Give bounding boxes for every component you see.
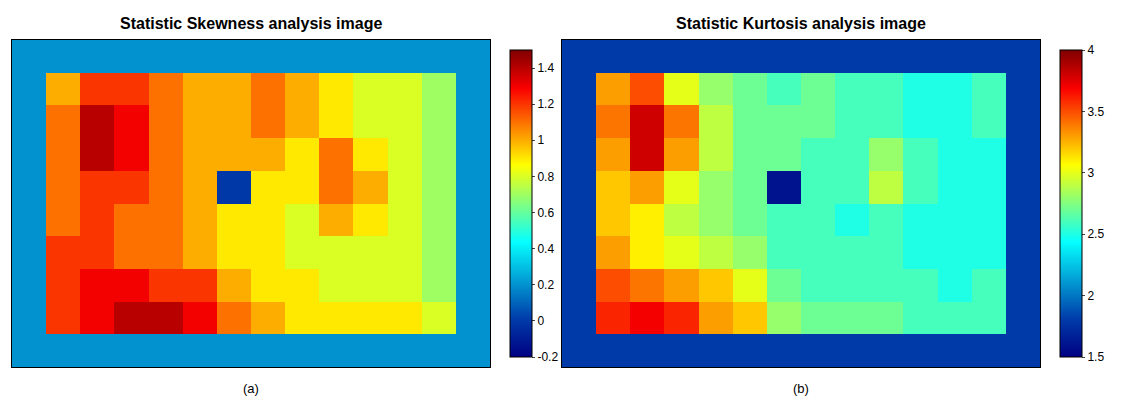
svg-text:(b): (b) (793, 381, 809, 396)
svg-text:1: 1 (537, 133, 544, 147)
svg-text:1.4: 1.4 (537, 61, 554, 75)
svg-text:0: 0 (537, 314, 544, 328)
svg-text:-0.2: -0.2 (537, 350, 558, 364)
svg-text:3: 3 (1087, 166, 1094, 180)
svg-text:0.8: 0.8 (537, 170, 554, 184)
svg-text:0.4: 0.4 (537, 242, 554, 256)
svg-text:Statistic Skewness analysis im: Statistic Skewness analysis image (120, 15, 382, 32)
svg-text:1.5: 1.5 (1087, 350, 1104, 364)
svg-text:0.2: 0.2 (537, 278, 554, 292)
svg-text:3.5: 3.5 (1087, 105, 1104, 119)
svg-text:0.6: 0.6 (537, 206, 554, 220)
svg-text:Statistic Kurtosis analysis im: Statistic Kurtosis analysis image (676, 15, 926, 32)
svg-text:(a): (a) (243, 381, 259, 396)
svg-text:2.5: 2.5 (1087, 227, 1104, 241)
svg-text:2: 2 (1087, 289, 1094, 303)
svg-text:4: 4 (1087, 43, 1094, 57)
svg-text:1.2: 1.2 (537, 97, 554, 111)
